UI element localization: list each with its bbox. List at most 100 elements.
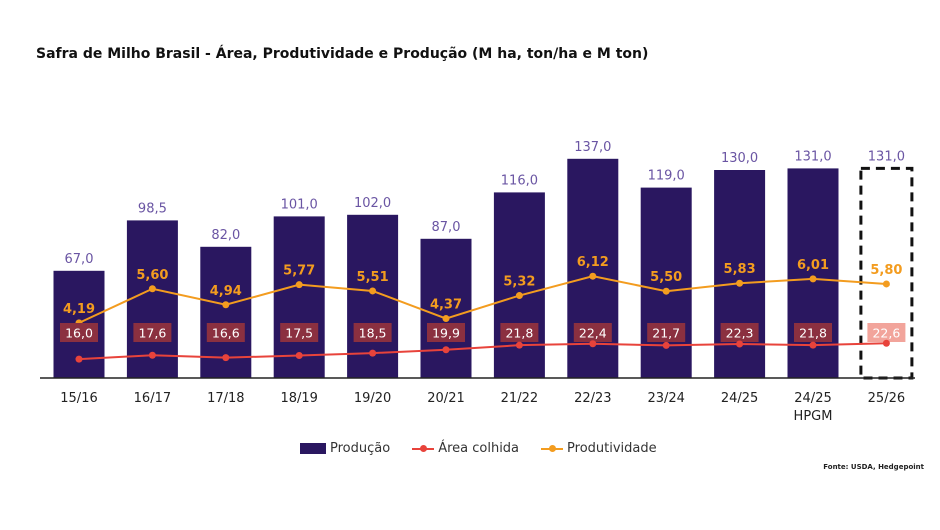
label-produtividade-0: 4,19 — [63, 302, 95, 317]
label-produtividade-9: 5,83 — [724, 262, 756, 277]
point-produtividade-1 — [148, 285, 156, 293]
line-produtividade — [78, 275, 887, 324]
legend: Produção Área colhida Produtividade — [300, 441, 679, 456]
label-box-area-6 — [500, 323, 539, 342]
label-box-area-1 — [133, 323, 172, 342]
label-box-area-9 — [720, 323, 759, 342]
legend-label-produtividade: Produtividade — [567, 441, 657, 456]
label-area-6: 21,8 — [505, 326, 533, 341]
point-area-colhida-8 — [662, 341, 670, 349]
point-area-colhida-10 — [809, 341, 817, 349]
line-area-colhida — [78, 342, 887, 361]
label-box-area-0 — [60, 323, 98, 342]
point-produtividade-4 — [369, 287, 377, 295]
x-tick-label-5: 20/21 — [427, 391, 464, 406]
label-produtividade-1: 5,60 — [136, 268, 168, 283]
label-produtividade-4: 5,51 — [357, 270, 389, 285]
point-area-colhida-5 — [442, 346, 450, 354]
label-area-4: 18,5 — [359, 326, 387, 341]
point-produtividade-3 — [295, 281, 303, 289]
label-produtividade-11: 5,80 — [870, 263, 902, 278]
x-tick-label-0: 15/16 — [60, 391, 97, 406]
bar-producao-5 — [420, 238, 472, 378]
point-produtividade-6 — [515, 292, 523, 300]
point-area-colhida-11 — [882, 339, 890, 347]
label-area-0: 16,0 — [65, 326, 93, 341]
label-box-area-8 — [647, 323, 686, 342]
label-produtividade-6: 5,32 — [503, 275, 535, 290]
point-produtividade-5 — [442, 315, 450, 323]
label-producao-4: 102,0 — [354, 196, 391, 211]
label-produtividade-3: 5,77 — [283, 264, 315, 279]
label-area-9: 22,3 — [726, 326, 754, 341]
point-area-colhida-0 — [75, 355, 83, 363]
legend-item-produtividade[interactable]: Produtividade — [541, 441, 657, 456]
label-box-area-11 — [867, 323, 906, 342]
point-area-colhida-1 — [148, 351, 156, 359]
x-tick-label-4: 19/20 — [354, 391, 391, 406]
label-produtividade-8: 5,50 — [650, 270, 682, 285]
point-produtividade-8 — [662, 287, 670, 295]
label-producao-5: 87,0 — [432, 220, 461, 235]
label-produtividade-7: 6,12 — [577, 255, 609, 270]
label-area-1: 17,6 — [138, 326, 166, 341]
x-tick-label-6: 21/22 — [501, 391, 538, 406]
label-area-8: 21,7 — [652, 326, 680, 341]
point-produtividade-11 — [882, 280, 890, 288]
label-producao-11: 131,0 — [868, 149, 905, 164]
label-box-area-3 — [280, 323, 319, 342]
bar-producao-3 — [273, 216, 325, 378]
label-box-area-10 — [794, 323, 832, 342]
label-producao-10: 131,0 — [794, 149, 831, 164]
label-producao-9: 130,0 — [721, 151, 758, 166]
label-produtividade-10: 6,01 — [797, 258, 829, 273]
legend-label-area: Área colhida — [438, 441, 520, 456]
x-tick-label-1: 16/17 — [134, 391, 171, 406]
legend-item-area[interactable]: Área colhida — [412, 441, 519, 456]
label-producao-2: 82,0 — [211, 228, 240, 243]
x-tick-label-9: 24/25 — [721, 391, 758, 406]
label-produtividade-5: 4,37 — [430, 298, 462, 313]
point-produtividade-10 — [809, 275, 817, 283]
label-box-area-2 — [206, 323, 245, 342]
label-area-10: 21,8 — [799, 326, 827, 341]
label-producao-3: 101,0 — [281, 197, 318, 212]
point-area-colhida-3 — [295, 352, 303, 359]
legend-label-producao: Produção — [330, 441, 391, 456]
source-note: Fonte: USDA, Hedgepoint — [823, 463, 924, 471]
x-tick-label-7: 22/23 — [574, 391, 611, 406]
legend-swatch-produtividade — [541, 444, 564, 452]
chart-title: Safra de Milho Brasil - Área, Produtivid… — [36, 46, 649, 62]
x-tick-label-10: 24/25 — [794, 391, 831, 406]
label-box-area-7 — [573, 323, 612, 342]
point-area-colhida-9 — [736, 340, 744, 348]
label-producao-0: 67,0 — [65, 252, 94, 267]
point-produtividade-2 — [222, 301, 230, 309]
x-tick-label-11: 25/26 — [868, 391, 905, 406]
x-tick-label-2: 17/18 — [207, 391, 244, 406]
label-producao-7: 137,0 — [574, 140, 611, 155]
label-producao-1: 98,5 — [138, 201, 167, 216]
label-area-7: 22,4 — [579, 326, 607, 341]
label-producao-8: 119,0 — [648, 169, 685, 184]
x-tick-label-3: 18/19 — [280, 391, 317, 406]
point-area-colhida-6 — [515, 341, 523, 349]
x-tick-sublabel-10: HPGM — [794, 409, 833, 424]
point-produtividade-7 — [589, 272, 597, 280]
point-produtividade-9 — [736, 279, 744, 287]
label-area-2: 16,6 — [212, 326, 240, 341]
x-tick-label-8: 23/24 — [647, 391, 684, 406]
point-area-colhida-7 — [589, 340, 597, 348]
label-produtividade-2: 4,94 — [210, 284, 242, 299]
label-box-area-5 — [427, 323, 465, 342]
legend-item-producao[interactable]: Produção — [300, 441, 390, 456]
label-area-3: 17,5 — [285, 326, 313, 341]
point-area-colhida-2 — [222, 354, 230, 362]
label-area-5: 19,9 — [432, 326, 460, 341]
legend-swatch-area — [412, 444, 435, 452]
bar-producao-1 — [126, 220, 178, 378]
label-area-11: 22,6 — [872, 326, 900, 341]
legend-swatch-producao — [300, 443, 326, 454]
label-producao-6: 116,0 — [501, 173, 538, 188]
